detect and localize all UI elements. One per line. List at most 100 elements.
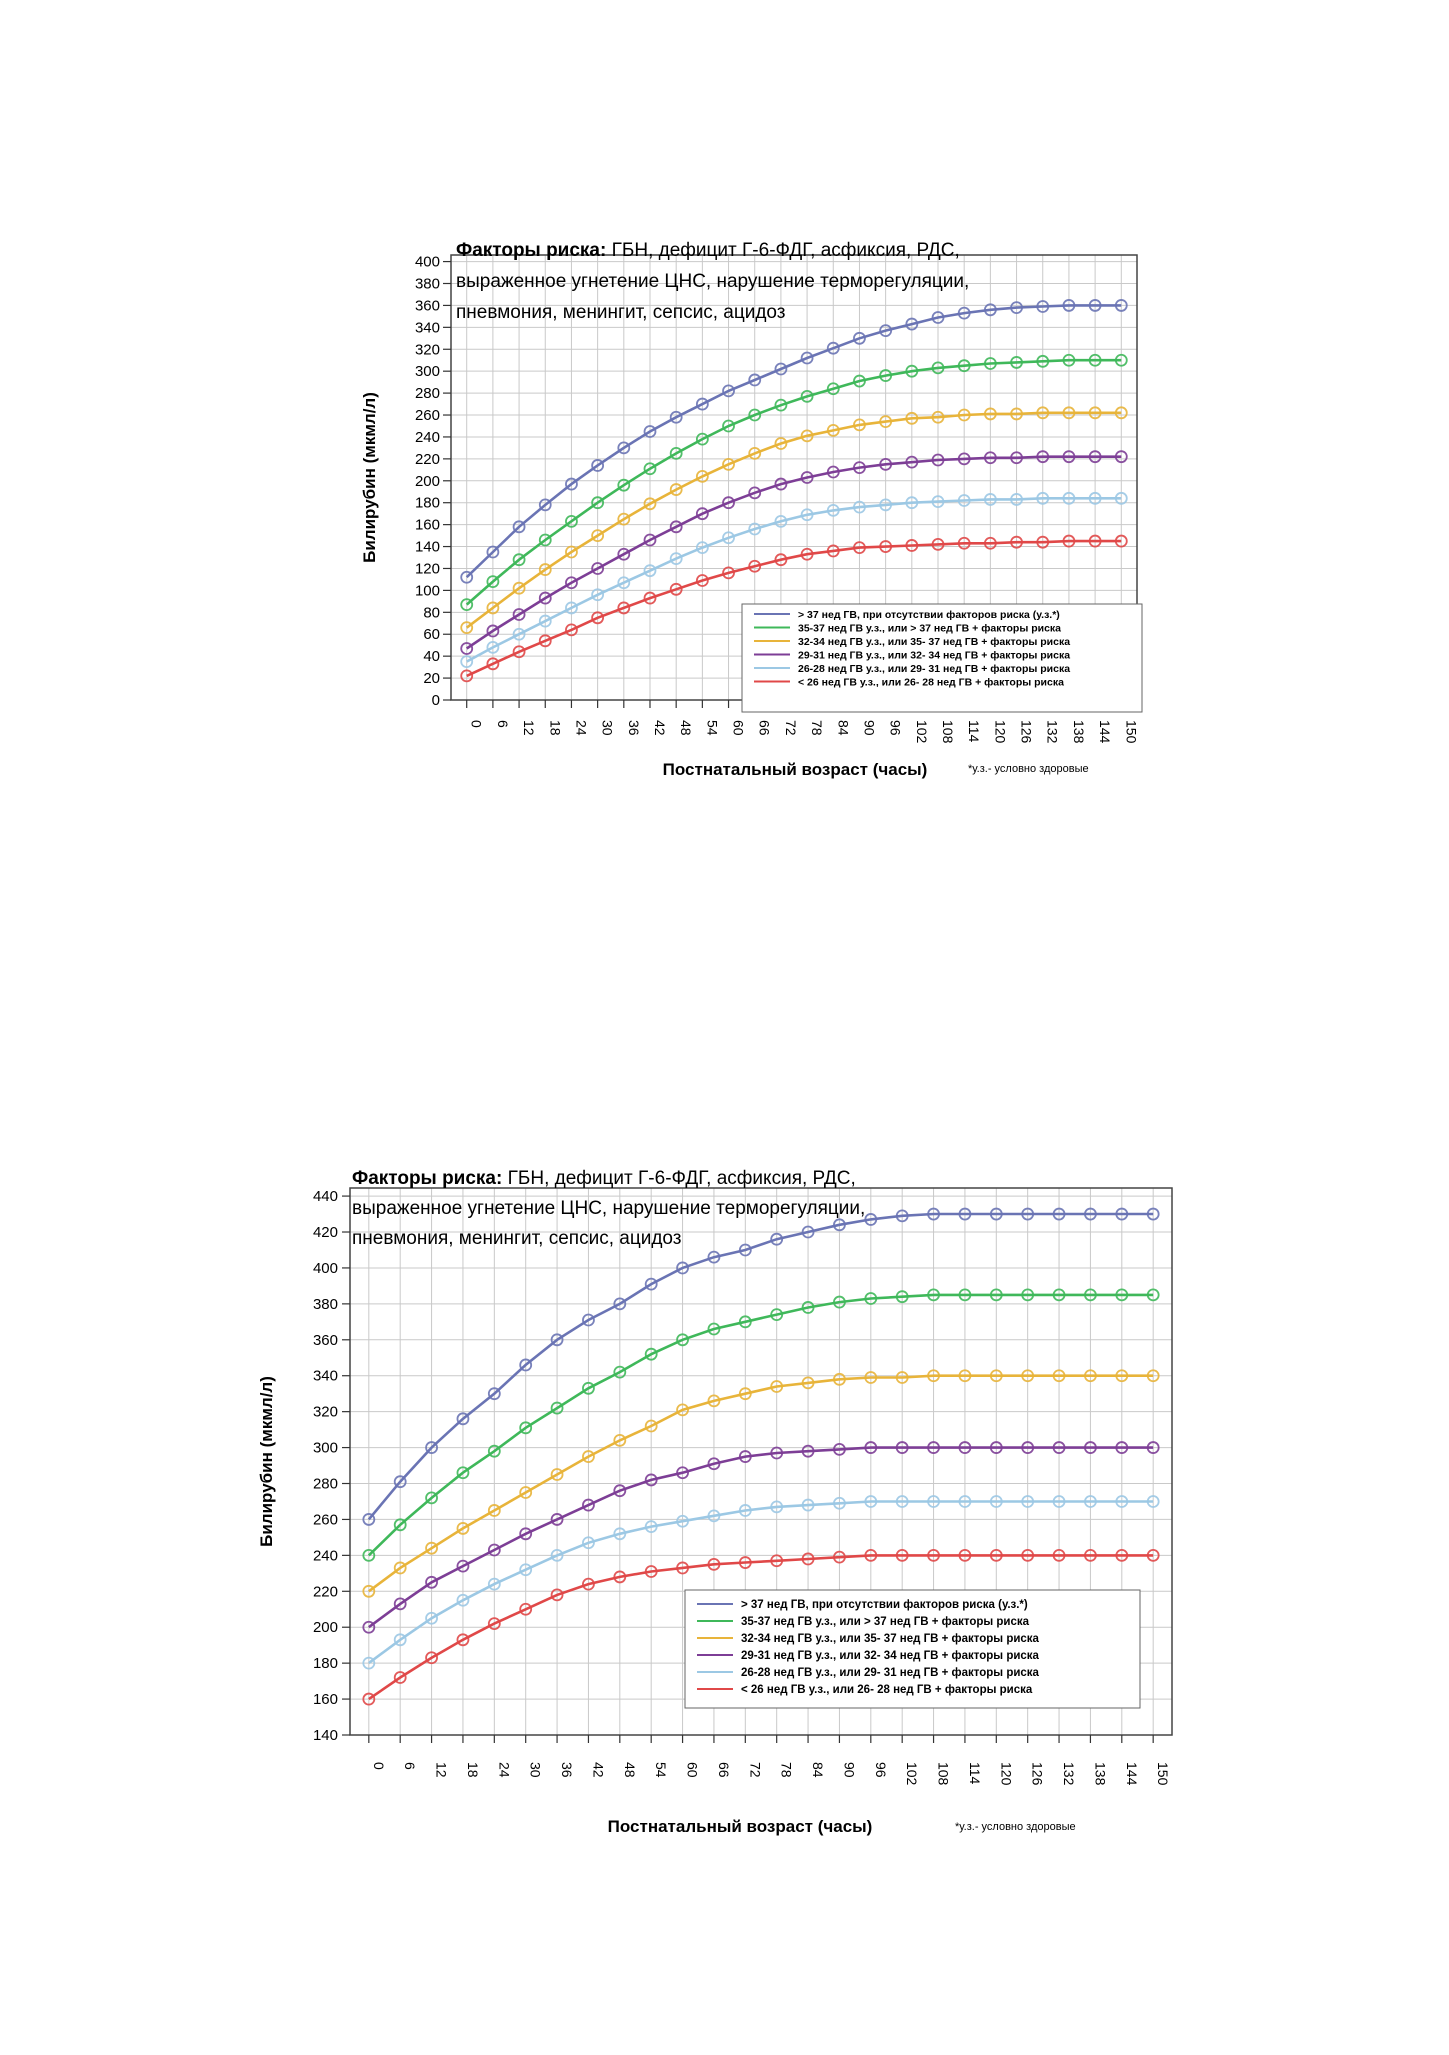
risk-factors-line-2: выраженное угнетение ЦНС, нарушение терм… [456, 271, 969, 292]
data-point [550, 1548, 564, 1562]
data-point [748, 373, 762, 387]
x-tick-label: 42 [590, 1762, 606, 1778]
data-point [676, 1261, 689, 1275]
data-point [512, 608, 526, 621]
data-point [707, 1509, 721, 1523]
data-point [582, 1498, 595, 1512]
data-point [456, 1412, 470, 1426]
data-point [770, 1308, 784, 1322]
y-tick-label: 120 [415, 560, 440, 577]
data-point [519, 1421, 533, 1435]
y-tick-label: 180 [415, 495, 440, 512]
data-point [774, 398, 788, 412]
data-point [770, 1232, 784, 1246]
y-tick-label: 320 [313, 1404, 338, 1421]
x-tick-label: 138 [1071, 720, 1087, 744]
x-tick-label: 132 [1061, 1762, 1077, 1786]
data-point [613, 1570, 627, 1584]
legend-box [684, 1589, 1141, 1709]
data-point [1021, 1207, 1035, 1221]
y-tick-label: 380 [313, 1296, 338, 1313]
data-point [722, 457, 735, 471]
data-point [931, 311, 945, 324]
data-point [989, 1207, 1003, 1221]
data-point [722, 496, 735, 510]
x-tick-label: 6 [495, 720, 511, 728]
data-point [1036, 491, 1050, 505]
data-point [1052, 1288, 1066, 1302]
data-point [1146, 1548, 1160, 1562]
x-axis-label: Постнатальный возраст (часы) [608, 1817, 873, 1836]
data-point [774, 553, 788, 567]
data-point [801, 1376, 815, 1390]
data-point [748, 446, 762, 460]
data-point [487, 1444, 501, 1458]
data-point [1036, 450, 1050, 464]
data-point [486, 601, 500, 615]
data-point [864, 1441, 878, 1454]
data-point [519, 1563, 533, 1577]
data-point [707, 1250, 721, 1264]
data-point [582, 1577, 595, 1591]
legend-entry: 26-28 нед ГВ у.з., или 29- 31 нед ГВ + ф… [798, 663, 1070, 675]
data-point [1114, 299, 1128, 312]
data-point [853, 500, 866, 514]
data-point [519, 1527, 533, 1541]
x-tick-label: 0 [469, 720, 485, 728]
data-point [613, 1527, 627, 1541]
data-point [905, 317, 919, 331]
data-point [1010, 535, 1023, 549]
data-point [695, 397, 709, 411]
data-point [643, 462, 657, 476]
data-point [695, 574, 709, 587]
data-point [456, 1522, 470, 1535]
y-tick-label: 300 [313, 1440, 338, 1457]
data-point [487, 1543, 501, 1557]
data-point [582, 1313, 595, 1327]
y-tick-label: 220 [313, 1583, 338, 1600]
data-point [565, 514, 578, 528]
data-point [853, 331, 866, 345]
data-point [879, 457, 893, 471]
series-1 [460, 299, 1128, 584]
data-point [958, 1548, 972, 1562]
legend-entry: 32-34 нед ГВ у.з., или 35- 37 нед ГВ + ф… [798, 636, 1070, 648]
data-point [519, 1602, 533, 1616]
data-point [669, 410, 683, 424]
series-line [465, 411, 1122, 629]
data-point [538, 563, 552, 576]
data-point [826, 341, 840, 355]
data-point [565, 477, 578, 491]
data-point [864, 1292, 878, 1305]
data-point [425, 1541, 438, 1555]
x-tick-label: 126 [1030, 1762, 1046, 1786]
data-point [487, 1387, 501, 1401]
data-point [1062, 450, 1076, 464]
data-point [538, 533, 552, 547]
data-point [512, 645, 526, 659]
data-point [931, 495, 945, 509]
y-tick-label: 240 [313, 1547, 338, 1564]
data-point [1146, 1369, 1160, 1383]
data-point [425, 1441, 438, 1454]
data-point [617, 576, 631, 590]
data-point [989, 1288, 1003, 1302]
risk-factors-line-3: пневмония, менингит, сепсис, ацидоз [352, 1228, 681, 1249]
data-point [1021, 1288, 1035, 1302]
data-point [643, 497, 657, 511]
chart-1-svg: 0204060801001201401601802002202402602803… [360, 240, 1143, 779]
data-point [853, 541, 866, 555]
series-3 [460, 406, 1128, 635]
x-tick-label: 138 [1092, 1762, 1108, 1786]
data-point [1062, 491, 1076, 505]
data-point [957, 494, 971, 507]
x-tick-label: 18 [547, 720, 563, 736]
data-point [425, 1611, 438, 1625]
data-point [362, 1692, 376, 1706]
data-point [519, 1486, 533, 1499]
x-tick-label: 42 [652, 720, 668, 736]
data-point [486, 624, 500, 638]
data-point [487, 1504, 501, 1517]
y-tick-label: 320 [415, 341, 440, 358]
data-point [983, 407, 997, 421]
